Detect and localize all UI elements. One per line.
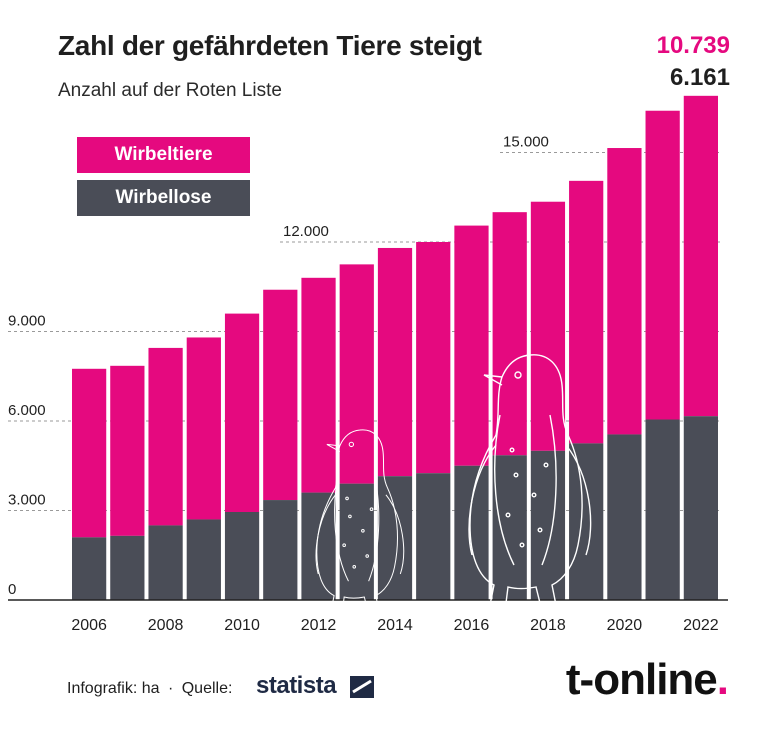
legend-invertebrates-label: Wirbellose bbox=[115, 187, 212, 208]
bar-wirbellose bbox=[224, 511, 260, 600]
bar-wirbellose bbox=[492, 455, 527, 600]
bar-wirbeltiere bbox=[263, 289, 298, 501]
legend-vertebrates-label: Wirbeltiere bbox=[114, 144, 213, 165]
bar-wirbellose bbox=[645, 419, 680, 600]
penguin-drawing-right bbox=[468, 354, 592, 606]
bar-wirbeltiere bbox=[72, 368, 107, 538]
last-invertebrates-value: 6.161 bbox=[669, 64, 730, 91]
bar-wirbellose bbox=[683, 416, 718, 600]
chart-subtitle: Anzahl auf der Roten Liste bbox=[58, 80, 282, 101]
credit-text: Infografik: ha bbox=[67, 680, 160, 697]
bar-wirbellose bbox=[263, 500, 298, 600]
bar-wirbellose bbox=[569, 443, 604, 600]
footer-credit: Infografik: ha · Quelle: bbox=[67, 680, 232, 698]
x-tick-label: 2014 bbox=[377, 617, 413, 634]
x-tick-label: 2012 bbox=[301, 617, 337, 634]
last-vertebrates-value: 10.739 bbox=[656, 32, 730, 59]
chart-title: Zahl der gefährdeten Tiere steigt bbox=[58, 30, 482, 61]
x-tick-label: 2006 bbox=[71, 617, 107, 634]
bar-wirbellose bbox=[454, 465, 489, 600]
source-label: Quelle: bbox=[181, 680, 233, 697]
bar-wirbellose bbox=[148, 525, 183, 600]
credit-separator: · bbox=[167, 680, 174, 697]
bar-wirbellose bbox=[186, 519, 221, 600]
bar-wirbellose bbox=[607, 434, 642, 600]
bar-wirbeltiere bbox=[186, 337, 221, 520]
bar-wirbeltiere bbox=[339, 264, 374, 484]
tonline-logo: t-online. bbox=[565, 655, 729, 705]
statista-logo-icon bbox=[350, 676, 374, 698]
bar-wirbellose bbox=[530, 450, 566, 600]
legend-invertebrates: Wirbellose bbox=[77, 180, 250, 216]
bar-wirbellose bbox=[377, 476, 413, 600]
statista-logo: statista bbox=[256, 672, 337, 699]
bar-wirbeltiere bbox=[416, 242, 451, 474]
bar-wirbellose bbox=[301, 492, 336, 600]
y-tick-label: 15.000 bbox=[503, 134, 549, 151]
bar-wirbellose bbox=[72, 537, 107, 600]
legend-vertebrates: Wirbeltiere bbox=[77, 137, 250, 173]
y-tick-label: 6.000 bbox=[8, 402, 46, 419]
bar-wirbellose bbox=[339, 483, 374, 600]
x-tick-label: 2018 bbox=[530, 617, 566, 634]
bar-wirbellose bbox=[110, 535, 145, 600]
bar-wirbeltiere bbox=[377, 247, 413, 477]
x-tick-label: 2010 bbox=[224, 617, 260, 634]
bar-wirbeltiere bbox=[607, 148, 642, 435]
y-tick-label: 3.000 bbox=[8, 492, 46, 509]
y-tick-label: 9.000 bbox=[8, 313, 46, 330]
bar-wirbeltiere bbox=[148, 347, 183, 526]
x-tick-label: 2020 bbox=[607, 617, 643, 634]
bar-wirbellose bbox=[416, 473, 451, 600]
tonline-logo-dot: . bbox=[716, 655, 729, 704]
x-tick-label: 2016 bbox=[454, 617, 490, 634]
bar-wirbeltiere bbox=[301, 277, 336, 493]
y-tick-label: 12.000 bbox=[283, 223, 329, 240]
x-tick-label: 2022 bbox=[683, 617, 719, 634]
y-tick-label: 0 bbox=[8, 581, 16, 598]
x-tick-label: 2008 bbox=[148, 617, 184, 634]
bar-wirbeltiere bbox=[569, 180, 604, 444]
bar-wirbeltiere bbox=[224, 313, 260, 512]
bar-wirbeltiere bbox=[683, 95, 718, 417]
bar-wirbeltiere bbox=[110, 365, 145, 536]
tonline-logo-text: t-online bbox=[565, 655, 718, 704]
bar-wirbeltiere bbox=[530, 201, 566, 451]
bar-wirbeltiere bbox=[645, 110, 680, 420]
penguin-drawing-left bbox=[315, 429, 405, 611]
bar-wirbeltiere bbox=[454, 225, 489, 466]
